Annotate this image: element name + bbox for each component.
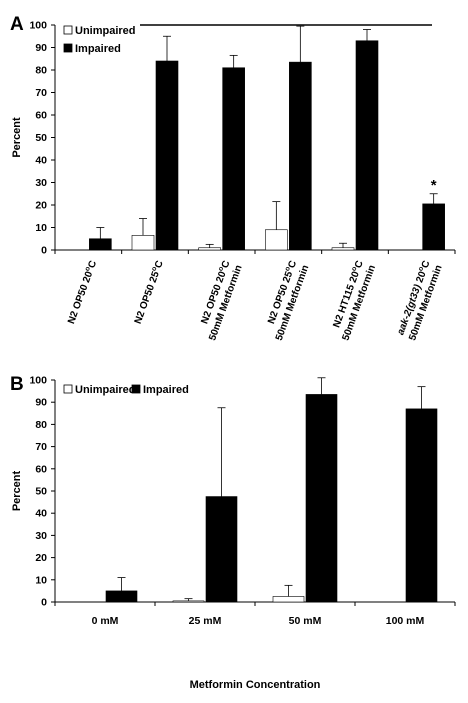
y-tick-label: 30 <box>35 530 47 542</box>
superscript: o <box>284 266 292 272</box>
bar-unimpaired <box>331 247 355 251</box>
bar-unimpaired <box>265 229 288 251</box>
x-tick-label: N2 OP50 25oC50mM Metformin <box>261 259 312 342</box>
bar-unimpaired <box>198 247 221 251</box>
bar-impaired <box>305 394 338 603</box>
y-tick-label: 50 <box>35 132 47 144</box>
bar-impaired <box>89 238 112 251</box>
y-tick-label: 0 <box>41 597 47 609</box>
superscript: o <box>151 266 159 272</box>
label-tail: C <box>86 259 99 270</box>
y-tick-label: 30 <box>35 177 47 189</box>
superscript: o <box>351 266 359 272</box>
y-tick-label: 60 <box>35 110 47 122</box>
chart-panel-b: B 0 10 20 30 40 50 60 70 80 90 100 Percent 0 mM 25 mM 5… <box>10 374 456 691</box>
bar-impaired <box>205 496 238 603</box>
y-tick-label: 100 <box>29 20 47 32</box>
bar-unimpaired <box>131 235 155 251</box>
x-tick-label: N2 OP50 20oC <box>65 259 99 326</box>
legend-label: Impaired <box>75 43 121 55</box>
panel-label: B <box>10 374 24 395</box>
superscript: o <box>217 266 225 272</box>
y-tick-label: 90 <box>35 397 47 409</box>
legend-swatch <box>131 384 141 394</box>
chart-panel-a: A 0 10 20 30 40 50 60 70 80 90 100 Percent N2 OP50 20… <box>10 14 456 342</box>
x-tick-label: 0 mM <box>92 615 119 627</box>
y-tick-label: 60 <box>35 463 47 475</box>
bar-impaired <box>355 40 379 251</box>
y-tick-label: 10 <box>35 574 47 586</box>
bar-unimpaired <box>272 596 305 603</box>
bar-impaired <box>222 67 245 251</box>
y-tick-label: 70 <box>35 441 47 453</box>
legend-label: Impaired <box>143 384 189 396</box>
legend-swatch <box>63 43 73 53</box>
label-tail: C <box>286 259 299 270</box>
y-tick-label: 70 <box>35 87 47 99</box>
y-tick-label: 20 <box>35 200 47 212</box>
panel-label: A <box>10 14 24 35</box>
y-tick-label: 100 <box>29 375 47 387</box>
x-tick-label: N2 OP50 25oC <box>132 259 166 326</box>
legend-label: Unimpaired <box>75 384 136 396</box>
y-axis-label: Percent <box>11 470 23 511</box>
bar-impaired <box>289 61 312 251</box>
y-tick-label: 50 <box>35 486 47 498</box>
legend-swatch <box>63 384 73 394</box>
y-tick-label: 90 <box>35 42 47 54</box>
y-tick-label: 80 <box>35 419 47 431</box>
x-tick-label: aak-2(gt33) 20oC50mM Metformin <box>394 259 445 342</box>
x-tick-label: 25 mM <box>189 615 222 627</box>
y-tick-label: 40 <box>35 155 47 167</box>
x-tick-label: 50 mM <box>289 615 322 627</box>
bar-unimpaired <box>172 600 205 603</box>
x-tick-label: N2 HT115 20oC50mM Metformin <box>327 259 378 342</box>
superscript: o <box>417 266 425 272</box>
bar-impaired <box>105 590 138 603</box>
label-tail: C <box>153 259 166 270</box>
label-tail: C <box>353 259 366 270</box>
label-tail: C <box>420 259 433 270</box>
y-axis-label: Percent <box>11 117 23 158</box>
x-tick-label: N2 OP50 20oC50mM Metformin <box>194 259 245 342</box>
x-axis-label: Metformin Concentration <box>190 679 321 691</box>
superscript: o <box>84 266 92 272</box>
significance-asterisk: * <box>431 177 437 194</box>
x-tick-label-line: N2 OP50 20 <box>66 270 95 326</box>
x-tick-label-line: N2 OP50 25 <box>133 270 162 326</box>
y-tick-label: 40 <box>35 508 47 520</box>
y-tick-label: 0 <box>41 245 47 257</box>
label-tail: C <box>220 259 233 270</box>
bar-impaired <box>155 60 179 251</box>
y-tick-label: 80 <box>35 65 47 77</box>
bar-impaired <box>422 203 445 251</box>
y-tick-label: 10 <box>35 222 47 234</box>
legend-swatch <box>63 25 73 35</box>
bar-impaired <box>405 408 438 603</box>
y-tick-label: 20 <box>35 552 47 564</box>
legend-label: Unimpaired <box>75 25 136 37</box>
x-tick-label: 100 mM <box>386 615 425 627</box>
label-after: 20 <box>413 270 428 287</box>
